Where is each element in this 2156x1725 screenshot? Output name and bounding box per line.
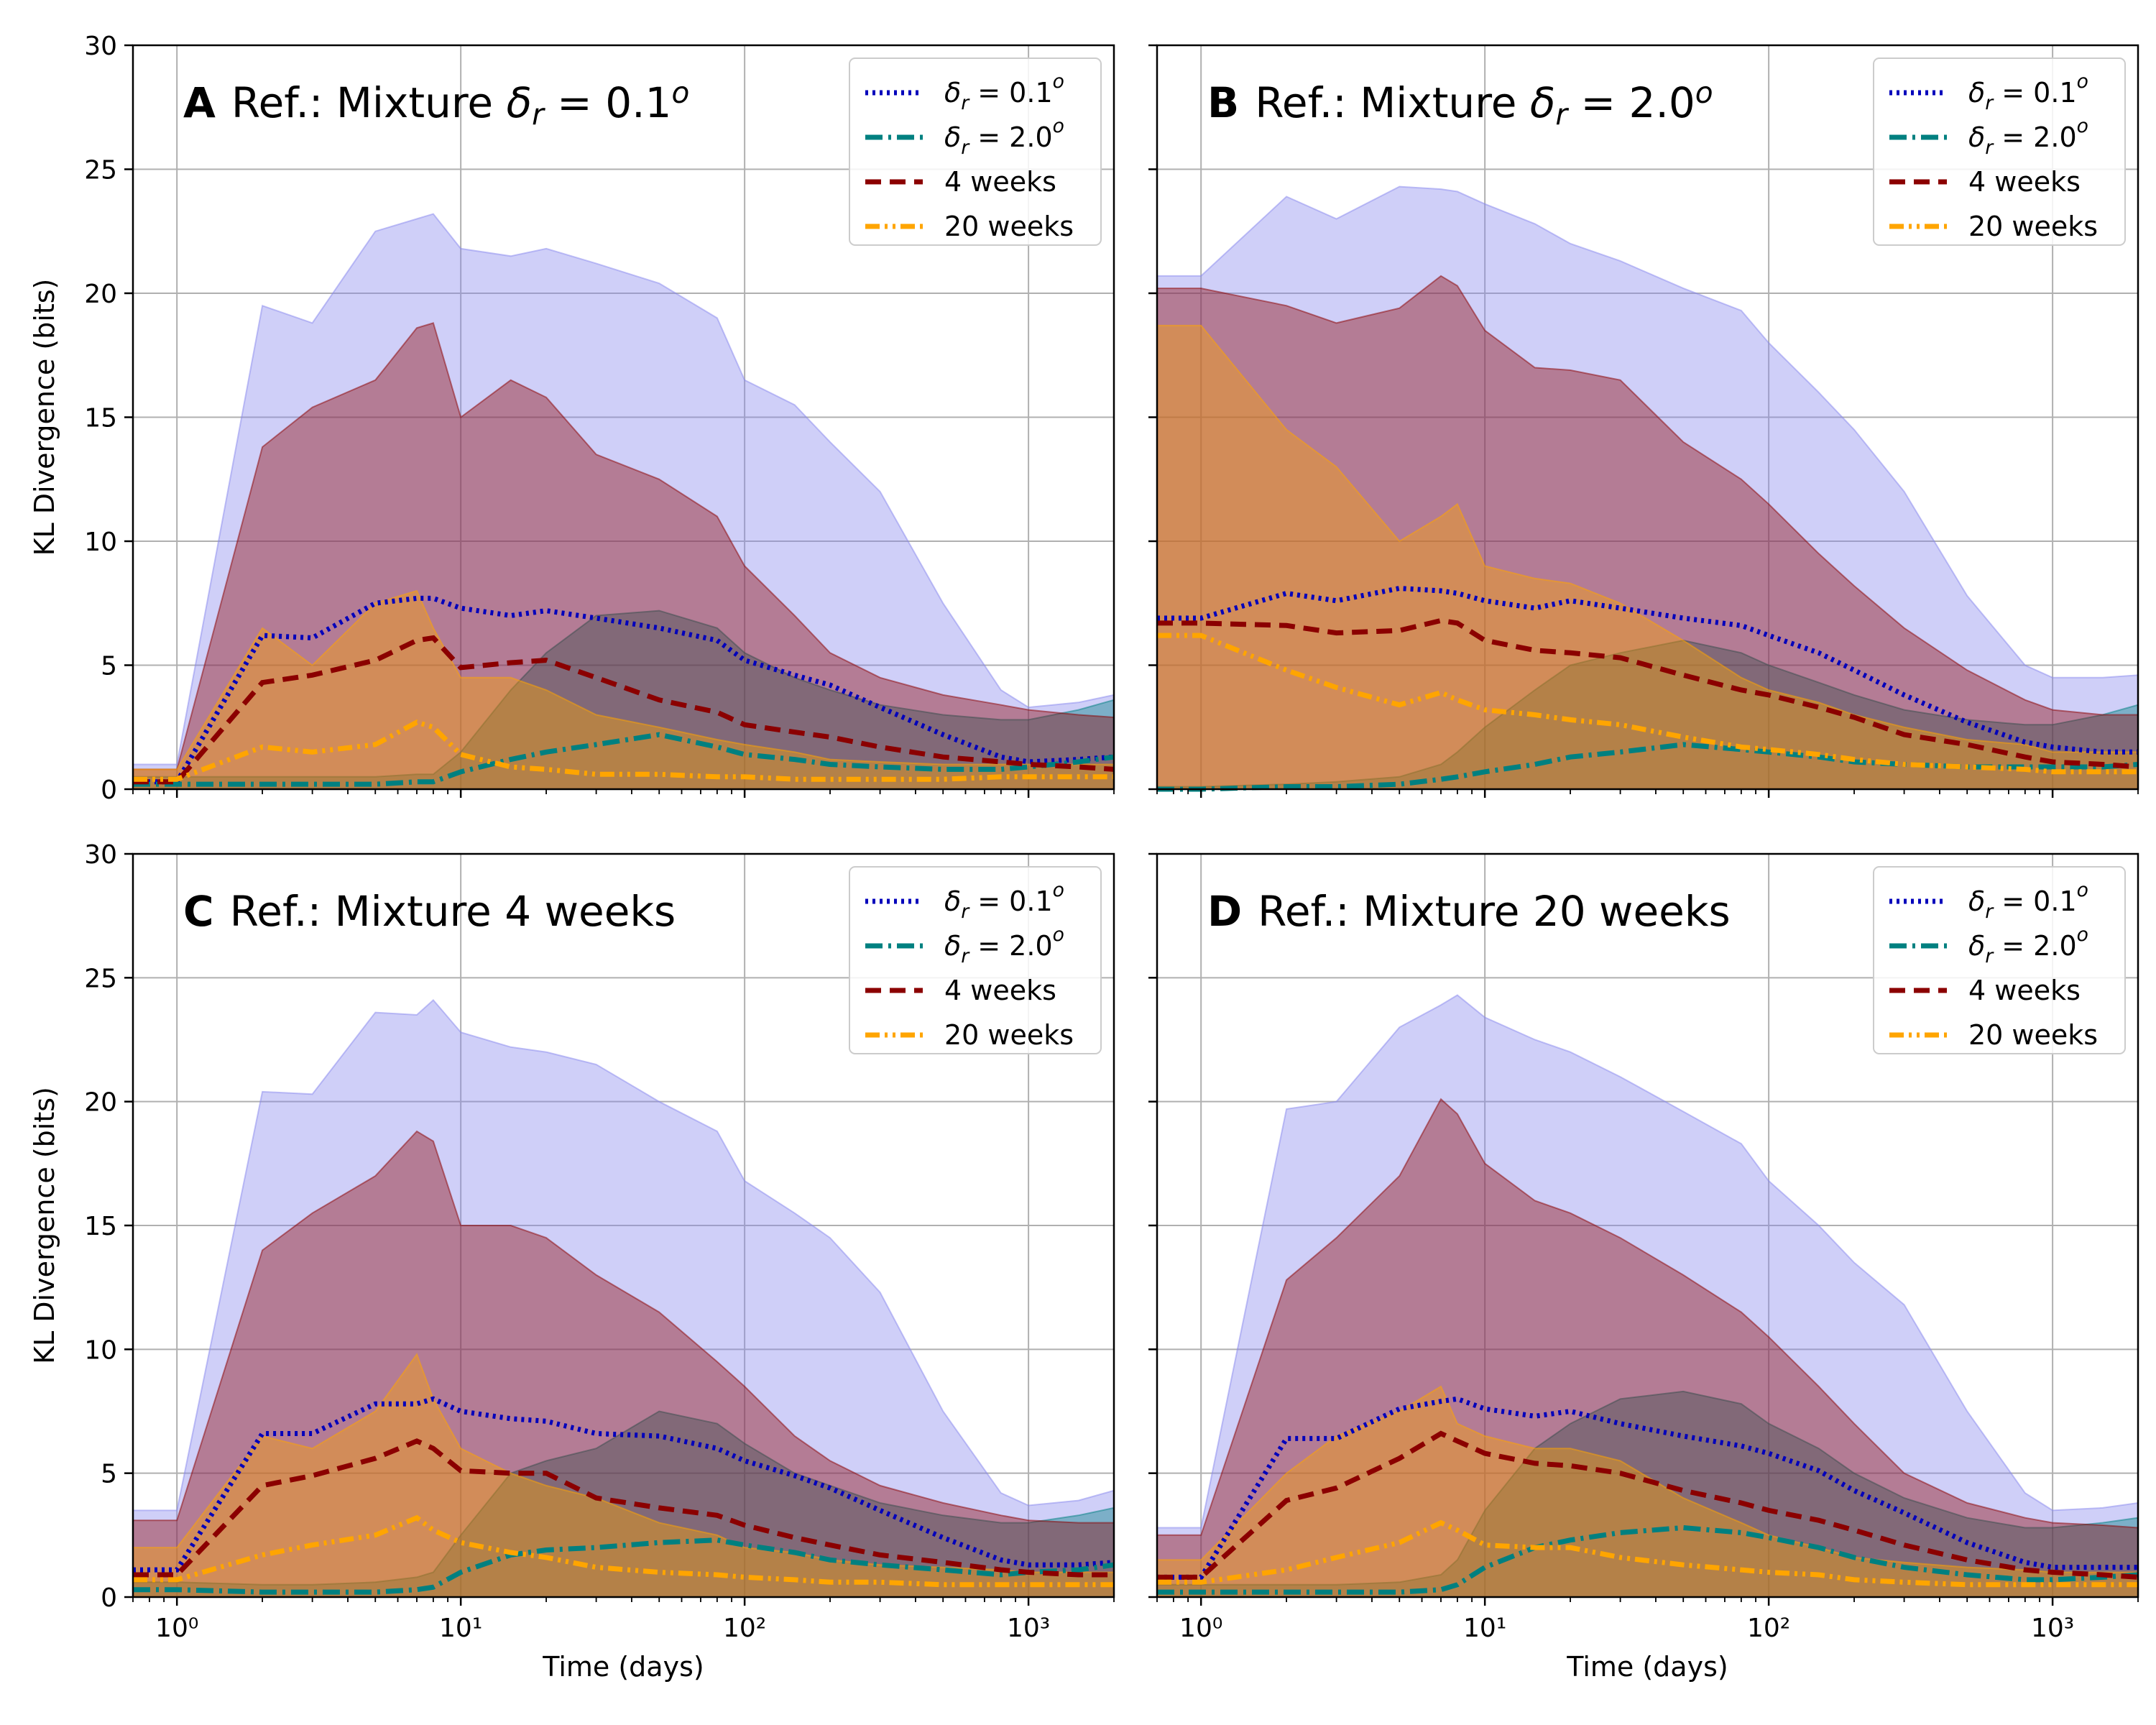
x-axis-label: Time (days) [542, 1651, 704, 1683]
series-line-delta01 [1157, 585, 2138, 755]
legend-label-weeks4: 4 weeks [944, 166, 1056, 198]
x-tick-label: 10¹ [439, 1614, 482, 1643]
panel-a: 0 5 10 15 20 25 30 KL Divergence (bits) A Ref.: M… [29, 32, 1115, 805]
legend-box [1873, 58, 2126, 246]
y-tick-label: 25 [84, 156, 117, 185]
series-line-weeks4 [1157, 617, 2139, 770]
series-line-delta20 [1157, 1524, 2139, 1595]
panel-d: 10⁰ 10¹ 10² 10³ Time (days) D Ref.: Mixture 20… [1148, 852, 2139, 1683]
legend-label-delta01: δr = 0.1o [944, 70, 1064, 114]
band-delta01 [132, 998, 1115, 1598]
legend-box [849, 58, 1102, 246]
band-weeks4 [132, 322, 1115, 790]
x-tick-label: 10⁰ [1179, 1614, 1222, 1643]
series-line-weeks4 [133, 635, 1115, 785]
panel-letter: B [1207, 78, 1239, 127]
panel-title: D Ref.: Mixture 20 weeks [1207, 887, 1731, 936]
legend-label-weeks20: 20 weeks [944, 1019, 1074, 1051]
legend-label-delta01: δr = 0.1o [944, 879, 1064, 923]
legend-label-delta01: δr = 0.1o [1968, 879, 2088, 923]
y-tick-label: 15 [84, 1212, 117, 1241]
legend-label-delta20: δr = 2.0o [944, 115, 1064, 159]
y-tick-label: 0 [101, 776, 117, 805]
legend-box [1873, 866, 2126, 1054]
legend-label-weeks20: 20 weeks [1968, 1019, 2098, 1051]
y-tick-label: 20 [84, 280, 117, 309]
series-line-delta01 [1157, 1396, 2138, 1580]
panel-title-text: Ref.: Mixture 4 weeks [230, 887, 676, 936]
series-line-weeks20 [133, 1514, 1114, 1588]
band-weeks20 [132, 589, 1115, 790]
panel-c: 0 5 10 15 20 25 30 10⁰ 10¹ 10² 10³ Time (days) KL Di… [29, 840, 1115, 1683]
band-weeks20 [1156, 324, 2139, 790]
legend-label-weeks20: 20 weeks [1968, 211, 2098, 242]
series-line-weeks20 [1157, 1519, 2138, 1588]
band-weeks4 [1156, 1098, 2139, 1598]
panel-title: C Ref.: Mixture 4 weeks [183, 887, 676, 936]
band-delta20 [1156, 1390, 2139, 1598]
y-tick-label: 30 [84, 840, 117, 870]
legend-box [849, 866, 1102, 1054]
x-tick-label: 10³ [1007, 1614, 1050, 1643]
y-axis-label: KL Divergence (bits) [29, 1087, 60, 1364]
panel-letter: C [183, 887, 214, 936]
panel-title: A Ref.: Mixture δr = 0.1o [183, 75, 689, 132]
x-tick-label: 10⁰ [155, 1614, 198, 1643]
band-delta01 [132, 213, 1115, 790]
x-tick-label: 10² [1747, 1614, 1790, 1643]
y-tick-label: 5 [101, 652, 117, 681]
legend-label-delta01: δr = 0.1o [1968, 70, 2088, 114]
panel-letter: D [1207, 887, 1242, 936]
series-line-weeks4 [1157, 1430, 2139, 1580]
band-delta01 [1156, 185, 2139, 790]
y-tick-label: 10 [84, 1335, 117, 1365]
series-line-delta01 [133, 1396, 1115, 1573]
x-axis-label: Time (days) [1566, 1651, 1728, 1683]
series-line-weeks20 [1157, 632, 2138, 775]
y-tick-label: 15 [84, 404, 117, 433]
panel-title-text: Ref.: Mixture δr = 0.1o [231, 75, 689, 132]
legend-label-weeks4: 4 weeks [1968, 166, 2081, 198]
series-line-weeks20 [133, 719, 1114, 782]
legend-label-delta20: δr = 2.0o [944, 924, 1064, 967]
legend-label-weeks4: 4 weeks [944, 975, 1056, 1006]
panel-letter: A [183, 78, 216, 127]
series-line-delta20 [133, 732, 1115, 787]
legend-label-weeks4: 4 weeks [1968, 975, 2081, 1006]
series-line-delta01 [133, 595, 1115, 785]
x-tick-label: 10¹ [1463, 1614, 1506, 1643]
y-tick-label: 5 [101, 1460, 117, 1489]
legend-label-weeks20: 20 weeks [944, 211, 1074, 242]
panel-title-text: Ref.: Mixture 20 weeks [1258, 887, 1731, 936]
panel-title: B Ref.: Mixture δr = 2.0o [1207, 75, 1713, 132]
series-line-delta20 [1157, 742, 2139, 792]
y-tick-label: 30 [84, 32, 117, 61]
band-delta01 [1156, 994, 2139, 1598]
band-weeks4 [1156, 275, 2139, 790]
x-tick-label: 10³ [2031, 1614, 2074, 1643]
band-weeks4 [132, 1130, 1115, 1598]
y-tick-label: 0 [101, 1583, 117, 1613]
y-tick-label: 20 [84, 1088, 117, 1118]
panel-title-text: Ref.: Mixture δr = 2.0o [1255, 75, 1713, 132]
y-tick-label: 10 [84, 528, 117, 557]
x-tick-label: 10² [723, 1614, 766, 1643]
legend-label-delta20: δr = 2.0o [1968, 924, 2088, 967]
y-tick-label: 25 [84, 964, 117, 993]
legend-label-delta20: δr = 2.0o [1968, 115, 2088, 159]
series-line-weeks4 [133, 1438, 1114, 1578]
y-axis-label: KL Divergence (bits) [29, 279, 60, 556]
